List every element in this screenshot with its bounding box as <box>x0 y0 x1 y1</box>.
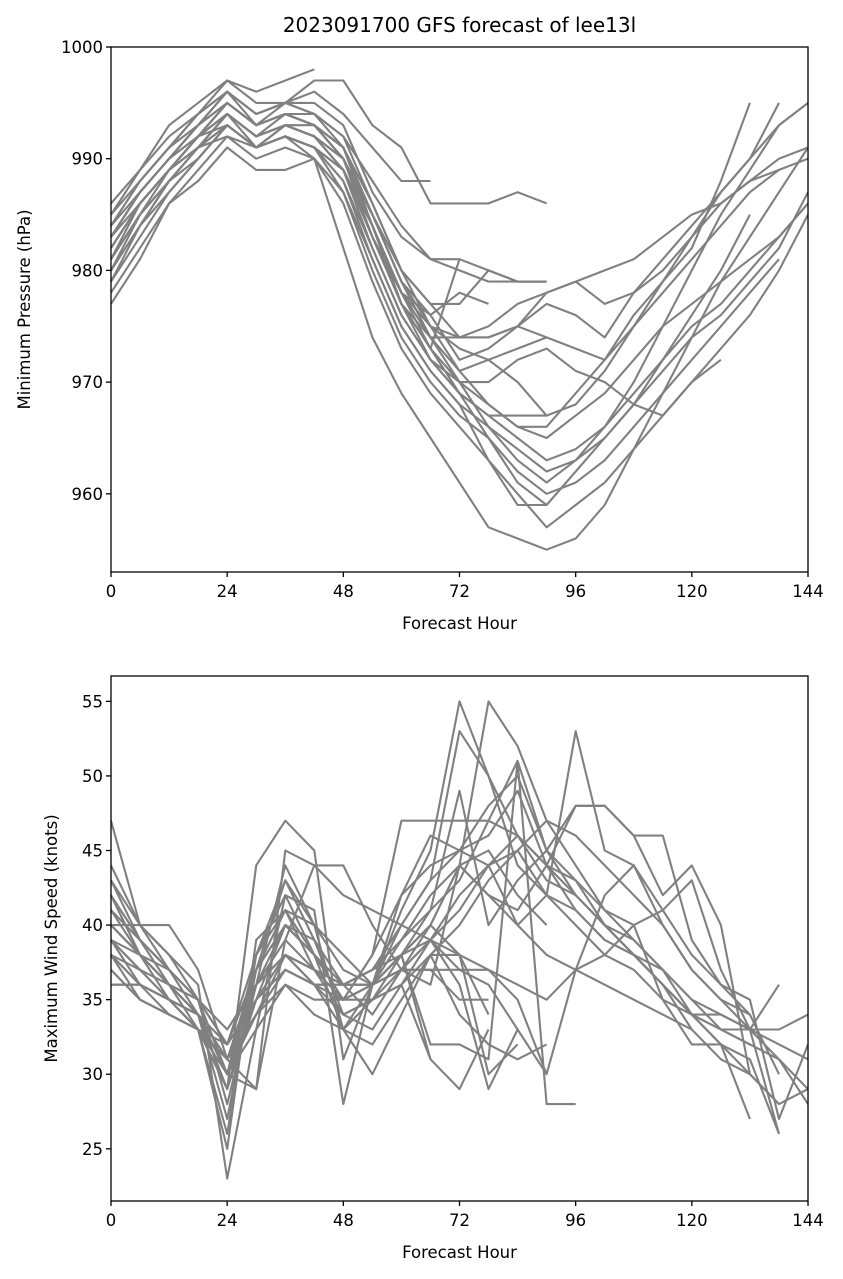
wind-series-line-20 <box>110 909 519 1076</box>
pressure-x-axis-label: Forecast Hour <box>402 614 517 633</box>
wind-series-line-16 <box>110 759 576 1180</box>
wind-series-line-24 <box>110 924 490 1091</box>
pressure-series-line-22 <box>110 101 489 317</box>
wind-series-line-21 <box>110 879 519 1091</box>
wind-y-axis-label: Maximum Wind Speed (knots) <box>42 814 61 1062</box>
wind-y-tick-label: 40 <box>82 916 103 935</box>
pressure-series-line-24 <box>110 124 548 417</box>
wind-panel: 0 24 48 72 96 120 144 25 30 35 40 45 50 55 Forecast H… <box>42 675 824 1262</box>
pressure-y-axis-label: Minimum Pressure (hPa) <box>15 209 34 409</box>
wind-series-lines <box>109 700 809 1180</box>
pressure-ticks: 0 24 48 72 96 120 144 960 970 980 990 1000 <box>61 38 824 601</box>
pressure-y-tick-label: 980 <box>72 261 104 280</box>
pressure-series-line-26 <box>110 112 547 305</box>
pressure-series-line-15 <box>110 146 809 551</box>
wind-y-tick-label: 25 <box>82 1140 103 1159</box>
pressure-series-line-20 <box>110 124 547 339</box>
pressure-x-tick-label: 24 <box>217 582 238 601</box>
wind-x-tick-label: 96 <box>565 1211 586 1230</box>
wind-x-tick-label: 0 <box>106 1211 117 1230</box>
pressure-plot-frame <box>110 46 809 573</box>
wind-series-line-10 <box>111 819 780 1135</box>
wind-series-line-8 <box>110 804 751 1091</box>
wind-y-tick-label: 55 <box>82 692 103 711</box>
pressure-y-tick-label: 1000 <box>61 38 103 57</box>
pressure-x-tick-label: 72 <box>449 582 470 601</box>
wind-x-tick-label: 24 <box>217 1211 238 1230</box>
pressure-x-tick-label: 0 <box>106 582 117 601</box>
pressure-series-line-21 <box>110 135 751 507</box>
wind-y-tick-label: 50 <box>82 767 103 786</box>
wind-x-tick-label: 72 <box>449 1211 470 1230</box>
pressure-panel: 0 24 48 72 96 120 144 960 970 980 990 1000 Forecast… <box>15 38 824 633</box>
wind-x-tick-label: 144 <box>792 1211 824 1230</box>
wind-series-line-11 <box>110 789 751 1031</box>
pressure-x-tick-label: 96 <box>565 582 586 601</box>
wind-x-tick-label: 120 <box>676 1211 708 1230</box>
wind-series-line-23 <box>110 968 489 1046</box>
pressure-series-lines <box>110 68 809 551</box>
pressure-series-line-13 <box>110 124 780 495</box>
wind-series-line-26 <box>110 849 548 1076</box>
pressure-series-line-1 <box>110 68 315 205</box>
pressure-series-line-11 <box>110 112 809 462</box>
pressure-x-tick-label: 48 <box>333 582 354 601</box>
wind-ticks: 0 24 48 72 96 120 144 25 30 35 40 45 50 55 <box>82 692 824 1230</box>
pressure-x-tick-label: 120 <box>676 582 708 601</box>
pressure-y-tick-label: 970 <box>72 373 104 392</box>
wind-x-axis-label: Forecast Hour <box>402 1243 517 1262</box>
wind-y-tick-label: 45 <box>82 842 103 861</box>
pressure-y-tick-label: 990 <box>72 150 104 169</box>
pressure-x-tick-label: 144 <box>792 582 824 601</box>
wind-y-tick-label: 35 <box>82 991 103 1010</box>
wind-y-tick-label: 30 <box>82 1065 103 1084</box>
pressure-series-line-14 <box>110 135 809 529</box>
pressure-y-tick-label: 960 <box>72 485 104 504</box>
wind-plot-frame <box>110 675 809 1202</box>
pressure-series-line-9 <box>110 90 780 372</box>
wind-x-tick-label: 48 <box>333 1211 354 1230</box>
chart-title: 2023091700 GFS forecast of lee13l <box>283 13 636 37</box>
